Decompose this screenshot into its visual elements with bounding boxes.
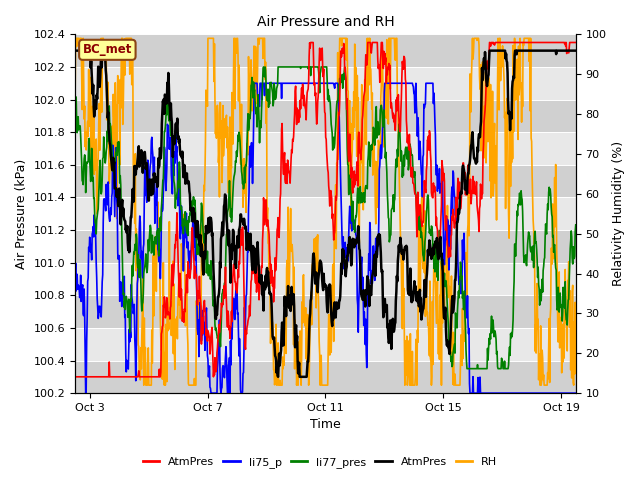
Title: Air Pressure and RH: Air Pressure and RH [257,15,394,29]
Bar [75,35,576,67]
X-axis label: Time: Time [310,419,341,432]
Y-axis label: Air Pressure (kPa): Air Pressure (kPa) [15,158,28,269]
Bar [75,295,576,328]
Bar [75,99,576,132]
Text: BC_met: BC_met [83,43,132,56]
Bar [75,230,576,263]
Bar [75,165,576,197]
Bar [75,360,576,393]
Y-axis label: Relativity Humidity (%): Relativity Humidity (%) [612,141,625,286]
Legend: AtmPres, li75_p, li77_pres, AtmPres, RH: AtmPres, li75_p, li77_pres, AtmPres, RH [138,452,502,472]
